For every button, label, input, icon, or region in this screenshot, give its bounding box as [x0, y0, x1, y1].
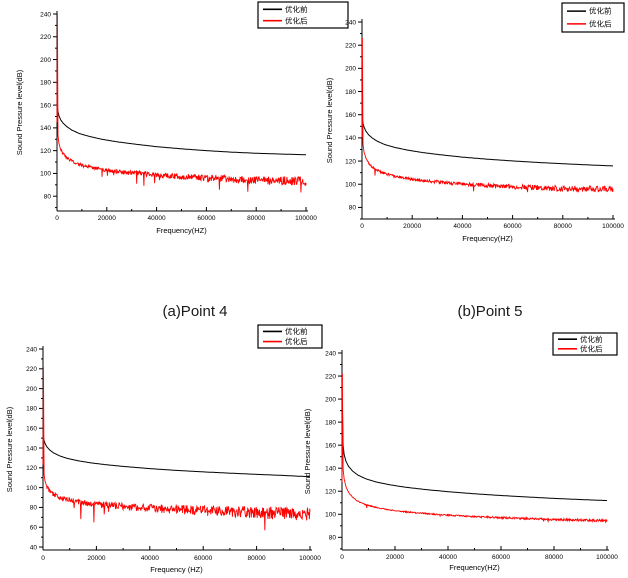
x-tick-label: 80000	[247, 215, 265, 222]
y-axis-title: Sound Pressure level(dB)	[5, 406, 14, 492]
x-axis-title: Frequency(HZ)	[462, 234, 513, 243]
y-tick-label: 160	[26, 426, 37, 433]
x-tick-label: 40000	[148, 215, 166, 222]
legend-label-after: 优化后	[589, 18, 612, 28]
legend-label-before: 优化前	[580, 334, 603, 344]
x-axis-title: Frequency (HZ)	[150, 565, 203, 574]
series-before-line	[341, 407, 608, 502]
x-tick-label: 0	[340, 554, 344, 561]
y-tick-label: 40	[30, 544, 38, 551]
x-tick-label: 80000	[248, 555, 266, 562]
y-tick-label: 100	[325, 512, 336, 519]
series-after-line	[341, 373, 608, 524]
x-tick-label: 60000	[194, 555, 212, 562]
y-axis-title: Sound Pressure level(dB)	[303, 408, 312, 494]
y-tick-label: 220	[26, 366, 37, 373]
chart-br: 80 100 120 140 160 180 200 220 240 0 20000 40000 600…	[303, 332, 618, 572]
x-tick-label: 20000	[98, 215, 116, 222]
y-tick-label: 200	[325, 396, 336, 403]
x-tick-label: 40000	[439, 554, 457, 561]
series-after-line	[361, 38, 614, 193]
x-tick-label: 40000	[453, 223, 471, 230]
y-axis-title: Sound Pressure level(dB)	[325, 77, 334, 163]
y-tick-label: 240	[40, 11, 51, 18]
x-tick-label: 100000	[596, 554, 618, 561]
y-tick-label: 220	[40, 34, 51, 41]
series-after-line	[42, 366, 311, 531]
y-tick-label: 80	[329, 535, 337, 542]
x-axis-title: Frequency(HZ)	[449, 563, 500, 572]
series-before-line	[42, 433, 310, 478]
y-tick-label: 200	[345, 66, 356, 73]
x-tick-label: 20000	[403, 223, 421, 230]
y-tick-label: 120	[26, 465, 37, 472]
legend-label-before: 优化前	[285, 4, 308, 14]
x-tick-label: 40000	[141, 555, 159, 562]
y-tick-label: 240	[26, 346, 37, 353]
y-tick-label: 180	[26, 406, 37, 413]
y-tick-label: 80	[349, 205, 357, 212]
x-tick-label: 20000	[386, 554, 404, 561]
y-tick-label: 100	[345, 182, 356, 189]
x-tick-label: 100000	[602, 223, 624, 230]
legend-label-after: 优化后	[285, 336, 308, 346]
y-tick-label: 140	[325, 466, 336, 473]
x-axis-title: Frequency(HZ)	[156, 226, 207, 235]
y-axis-title: Sound Pressure level(dB)	[15, 69, 24, 155]
y-tick-label: 220	[325, 373, 336, 380]
y-tick-label: 160	[325, 442, 336, 449]
x-tick-label: 20000	[87, 555, 105, 562]
chart-tr: 80 100 120 140 160 180 200 220 240 0 20000 40000 600…	[325, 2, 625, 243]
y-tick-label: 60	[30, 525, 38, 532]
y-tick-label: 140	[345, 135, 356, 142]
y-tick-label: 200	[40, 57, 51, 64]
caption-point-4: (a)Point 4	[162, 303, 228, 320]
x-tick-label: 80000	[545, 554, 563, 561]
axes	[39, 346, 312, 551]
y-tick-label: 180	[40, 80, 51, 87]
x-tick-label: 100000	[299, 555, 321, 562]
y-tick-label: 220	[345, 42, 356, 49]
x-tick-label: 0	[360, 223, 364, 230]
series-after-line	[56, 13, 307, 193]
chart-bl: 40 60 80 100 120 140 160 180 200 220 240 0 20000 4000…	[5, 324, 323, 574]
caption-point-5: (b)Point 5	[457, 303, 523, 320]
y-tick-label: 240	[345, 19, 356, 26]
y-tick-label: 180	[325, 419, 336, 426]
y-tick-label: 100	[40, 171, 51, 178]
legend-label-after: 优化后	[285, 15, 308, 25]
x-tick-label: 0	[41, 555, 45, 562]
x-tick-label: 100000	[295, 215, 317, 222]
series-before-line	[56, 101, 306, 156]
legend-label-before: 优化前	[285, 326, 308, 336]
y-tick-label: 120	[325, 489, 336, 496]
x-tick-label: 60000	[197, 215, 215, 222]
chart-tl: 80 100 120 140 160 180 200 220 240 0 20000 40000 600…	[15, 1, 349, 235]
y-tick-label: 120	[345, 158, 356, 165]
x-tick-label: 60000	[492, 554, 510, 561]
y-tick-label: 140	[40, 125, 51, 132]
x-tick-label: 60000	[504, 223, 522, 230]
y-tick-label: 200	[26, 386, 37, 393]
y-tick-label: 80	[30, 505, 38, 512]
y-tick-label: 140	[26, 445, 37, 452]
legend-label-before: 优化前	[589, 6, 612, 16]
x-tick-label: 0	[55, 215, 59, 222]
y-tick-label: 120	[40, 148, 51, 155]
series-before-line	[361, 114, 613, 167]
y-tick-label: 180	[345, 89, 356, 96]
x-tick-label: 80000	[554, 223, 572, 230]
y-tick-label: 160	[40, 102, 51, 109]
y-tick-label: 240	[325, 350, 336, 357]
y-tick-label: 160	[345, 112, 356, 119]
y-tick-label: 100	[26, 485, 37, 492]
legend-label-after: 优化后	[580, 343, 603, 353]
y-tick-label: 80	[44, 193, 52, 200]
